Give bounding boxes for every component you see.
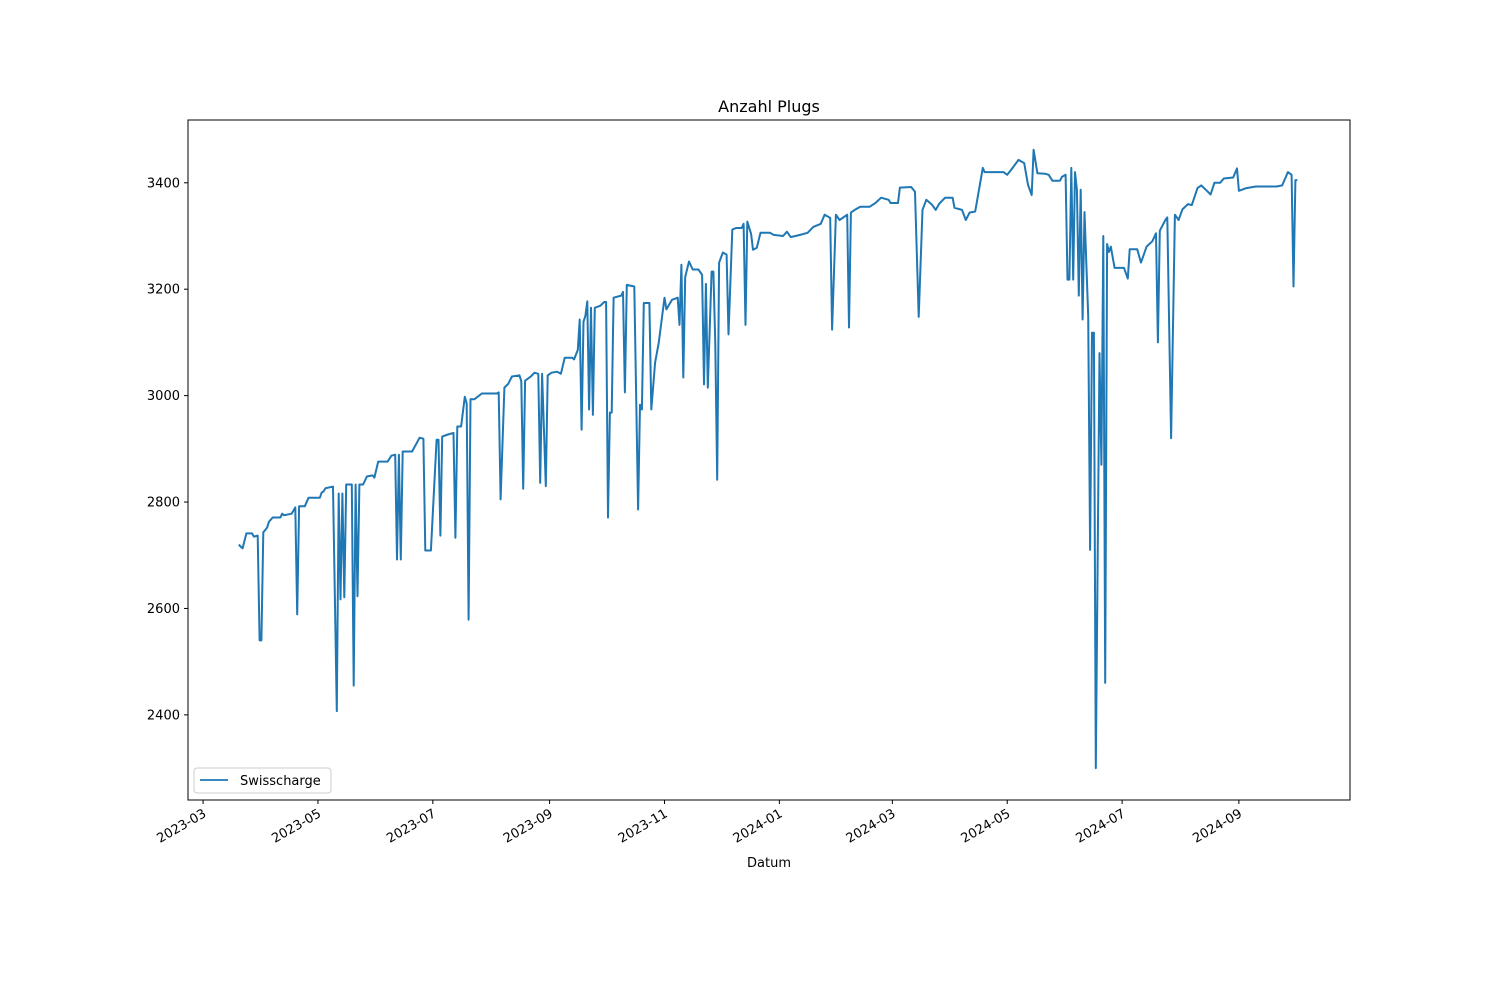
y-tick-label: 3400	[147, 176, 180, 191]
y-tick-label: 2800	[147, 496, 180, 511]
x-axis-label: Datum	[747, 856, 791, 871]
legend: Swisscharge	[194, 768, 331, 793]
y-tick-label: 3000	[147, 389, 180, 404]
y-tick-label: 2400	[147, 708, 180, 723]
legend-label-swisscharge: Swisscharge	[240, 774, 321, 789]
y-tick-label: 2600	[147, 602, 180, 617]
y-tick-label: 3200	[147, 283, 180, 298]
chart-title: Anzahl Plugs	[718, 97, 820, 116]
